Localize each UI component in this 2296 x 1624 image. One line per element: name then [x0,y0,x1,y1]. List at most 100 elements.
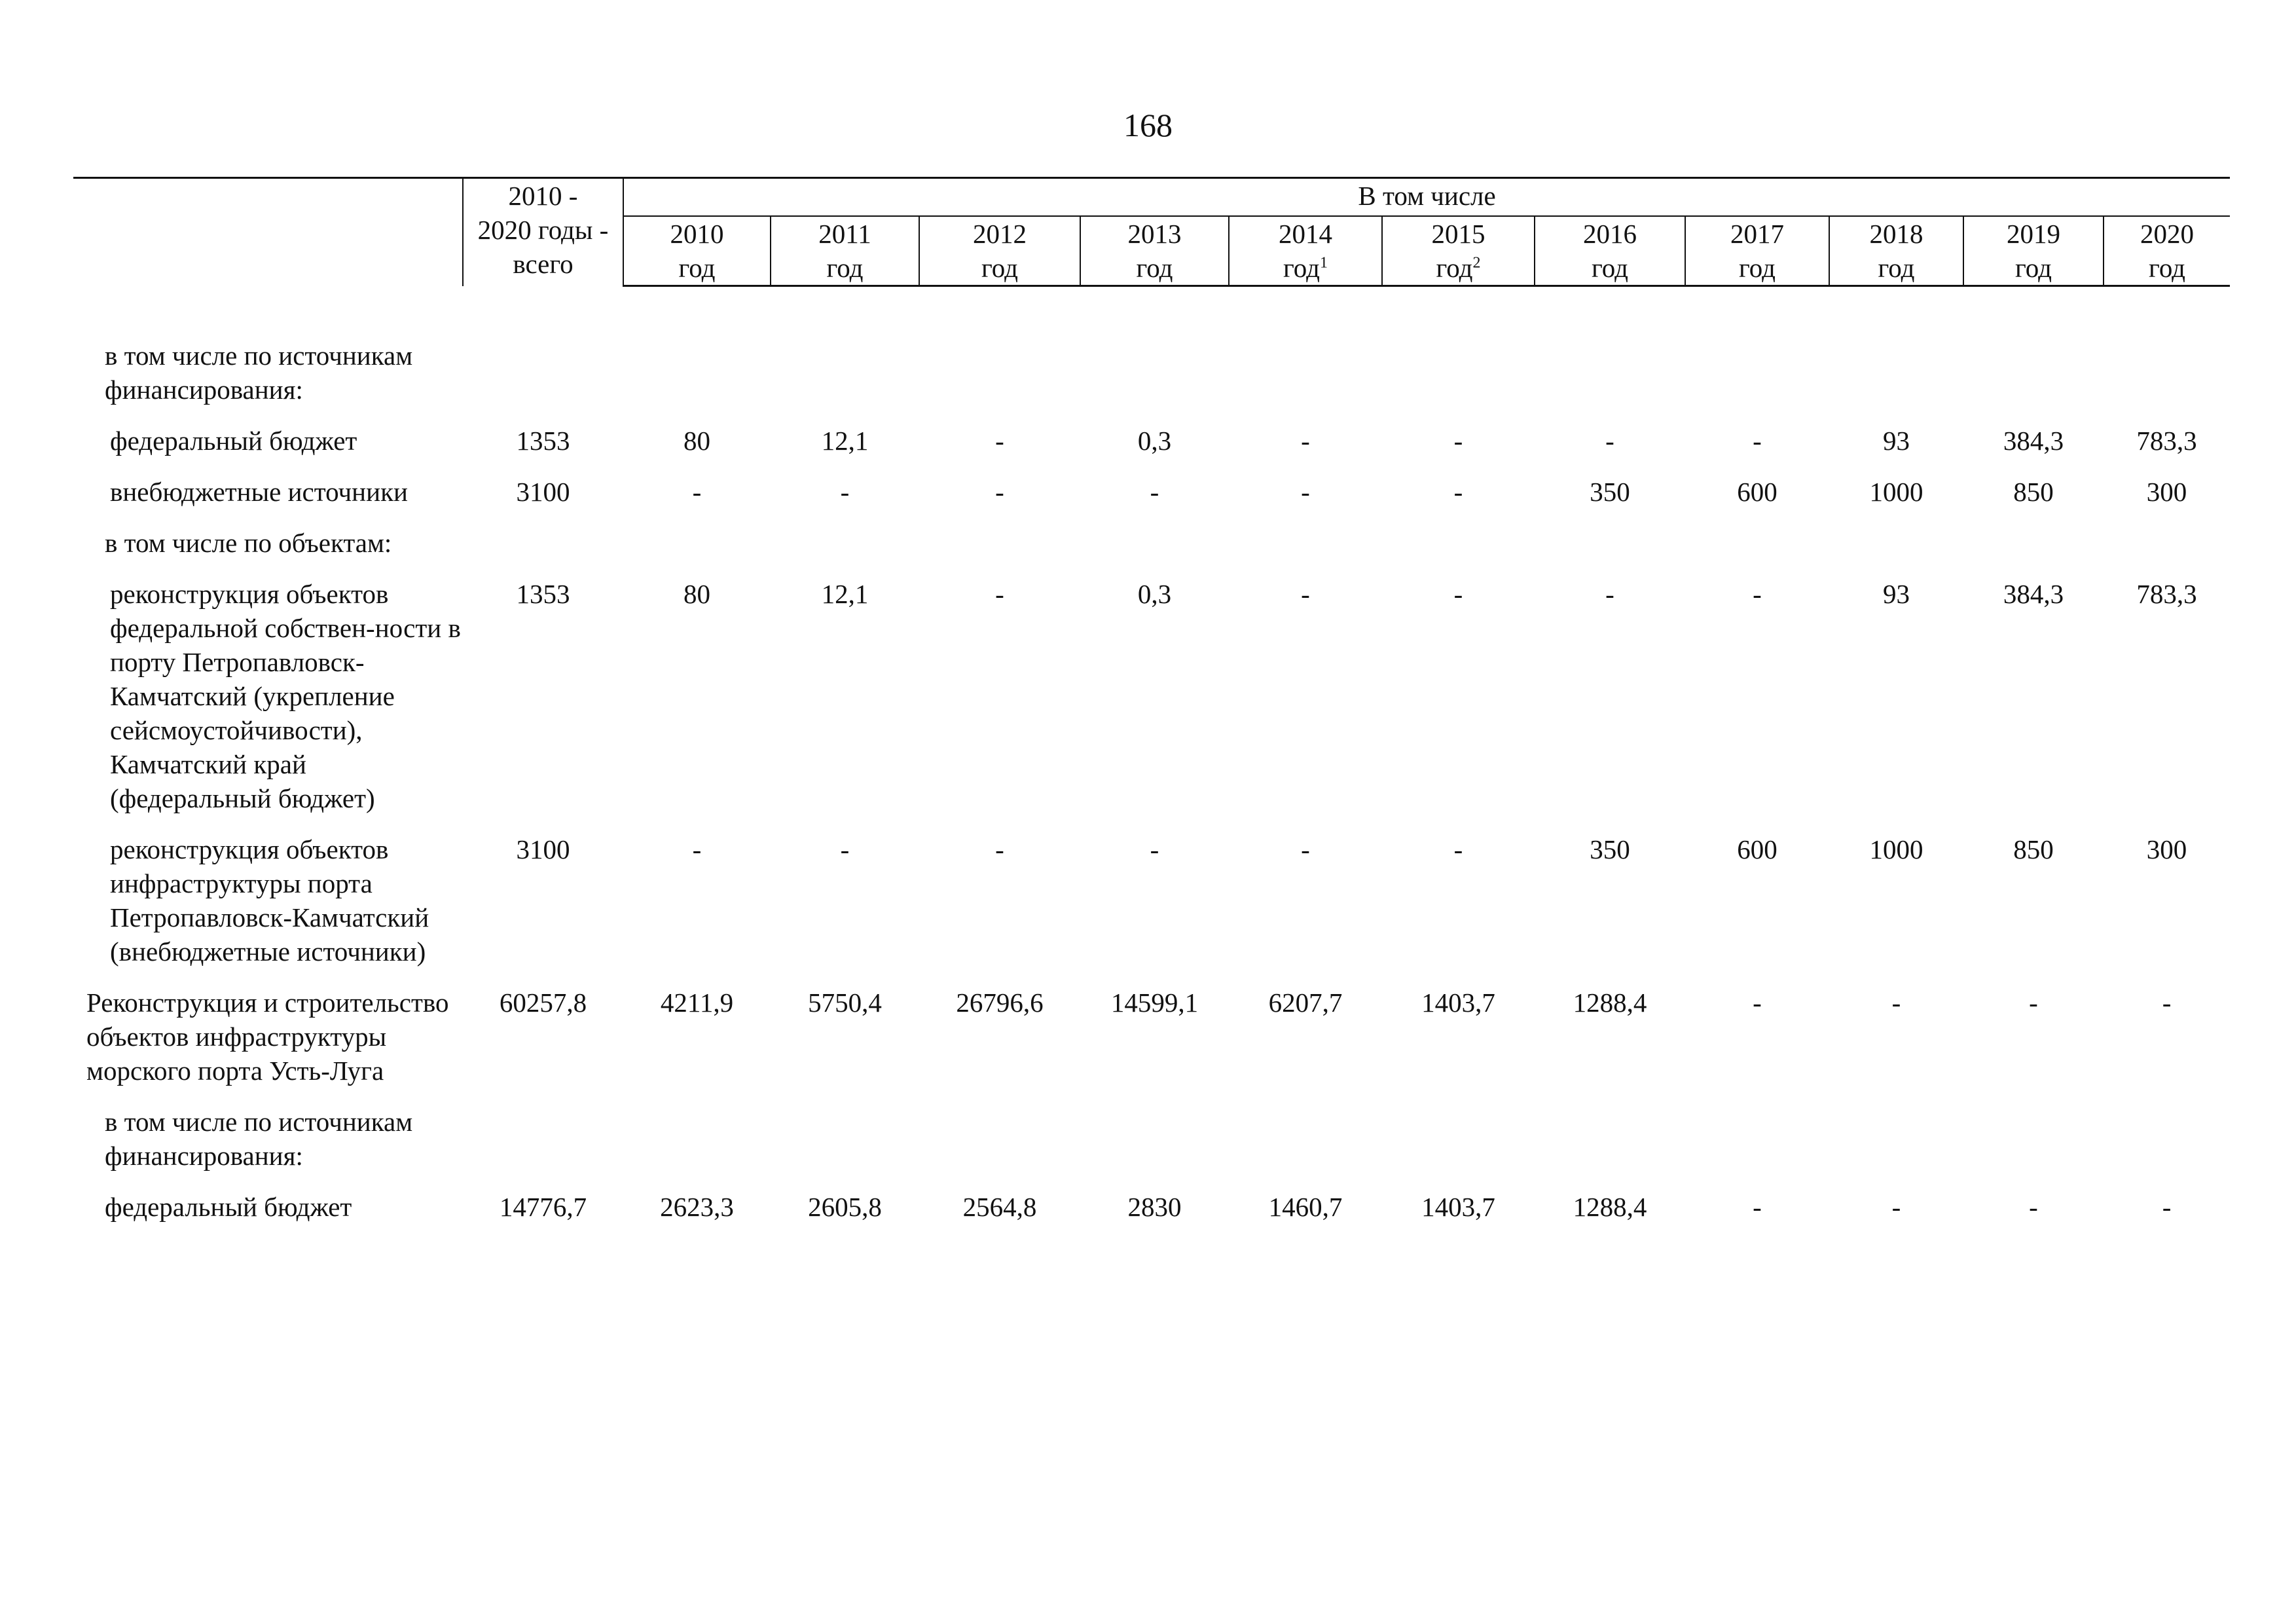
row-value-2014: 1460,7 [1268,1191,1343,1222]
row-value-2017: 600 [1737,834,1777,864]
row-value-2010 [623,526,771,577]
header-year-unit-text: год [1739,253,1776,283]
row-value-2012: - [995,476,1004,507]
row-value-2017 [1685,526,1829,577]
table-row: федеральный бюджет 1353 80 12,1 - 0,3 - - - - 93 38… [73,424,2230,475]
row-value-2012 [919,1105,1080,1190]
row-value-2014: - [1301,425,1310,456]
header-year-2: 2012 год [919,216,1080,287]
row-name: внебюджетные источники [110,476,408,507]
header-year-0: 2010 год [623,216,771,287]
row-value-2013: - [1150,476,1159,507]
row-value-2015 [1382,526,1535,577]
row-value-2017: - [1753,578,1762,609]
header-name-cell [73,177,463,286]
row-value-2013: - [1150,834,1159,864]
table-body: в том числе по источникам финансирования… [73,286,2230,1241]
header-year-label: 2016 [1583,219,1637,249]
header-year-unit-text: год [678,253,716,283]
table-row: федеральный бюджет 14776,7 2623,3 2605,8 256… [73,1190,2230,1241]
header-total-line2: 2020 годы - [477,215,609,245]
row-value-2013: 0,3 [1137,425,1172,456]
header-year-unit-text: год [1283,253,1320,283]
row-value-2016 [1535,1105,1685,1190]
header-year-10: 2020 год [2102,216,2231,287]
row-name: реконструкция объектов федеральной собст… [110,578,461,813]
row-total [463,526,623,577]
row-value-2011 [771,526,919,577]
row-value-2018: 93 [1883,425,1910,456]
row-value-2017 [1685,286,1829,424]
table-row: в том числе по источникам финансирования… [73,286,2230,424]
header-year-unit: год [1535,251,1685,285]
row-value-2016 [1535,286,1685,424]
row-value-2015: - [1453,425,1463,456]
row-value-2013: 0,3 [1137,578,1172,609]
row-name: в том числе по объектам: [105,527,392,558]
row-value-2016: 1288,4 [1573,987,1647,1018]
row-value-2018 [1829,286,1963,424]
row-value-2015: 1403,7 [1421,987,1495,1018]
row-value-2013: 14599,1 [1110,987,1199,1018]
row-value-2017: - [1753,425,1762,456]
header-year-8: 2018 год [1829,216,1963,287]
row-value-2019 [1963,286,2104,424]
row-name: Реконструкция и строительство объектов и… [86,987,449,1086]
header-year-label: 2010 [670,219,724,249]
row-value-2019 [1963,526,2104,577]
row-value-2016 [1535,526,1685,577]
row-value-2014 [1229,526,1382,577]
row-value-2020 [2104,1105,2230,1190]
row-value-2018 [1829,1105,1963,1190]
row-total [463,1105,623,1190]
header-year-unit: год [624,251,770,285]
row-value-2016: - [1605,425,1614,456]
row-value-2011 [771,286,919,424]
header-year-unit-text: год [2149,253,2186,283]
header-year-label: 2012 [973,219,1027,249]
header-year-unit: год [2104,251,2230,285]
row-value-2018 [1829,526,1963,577]
row-value-2012 [919,286,1080,424]
row-value-2014: - [1301,578,1310,609]
header-year-4: 2014 год1 [1228,216,1382,287]
row-value-2014: 6207,7 [1268,987,1343,1018]
row-value-2013 [1080,1105,1229,1190]
row-value-2020 [2104,286,2230,424]
row-total: 60257,8 [499,987,587,1018]
row-value-2014: - [1301,834,1310,864]
row-value-2016: 350 [1590,834,1630,864]
row-value-2010 [623,1105,771,1190]
header-year-unit-text: год [1136,253,1173,283]
table-row: в том числе по объектам: [73,526,2230,577]
table-row: в том числе по источникам финансирования… [73,1105,2230,1190]
row-total: 14776,7 [499,1191,587,1222]
row-value-2012 [919,526,1080,577]
header-year-unit-text: год [1592,253,1628,283]
row-total: 1353 [516,425,570,456]
header-year-unit: год [1081,251,1228,285]
page-number: 168 [1123,107,1173,143]
row-value-2014 [1229,286,1382,424]
row-total: 3100 [516,834,570,864]
header-year-unit-text: год [826,253,864,283]
header-year-label: 2019 [2007,219,2060,249]
row-value-2016: 350 [1590,476,1630,507]
row-value-2017 [1685,1105,1829,1190]
row-value-2016: 1288,4 [1573,1191,1647,1222]
header-year-9: 2019 год [1963,216,2104,287]
row-value-2011: 5750,4 [808,987,882,1018]
row-value-2015: - [1453,834,1463,864]
row-value-2010: 80 [683,425,710,456]
row-value-2019: 384,3 [2003,425,2064,456]
row-value-2013 [1080,526,1229,577]
row-value-2019: - [2029,1191,2038,1222]
row-value-2019: - [2029,987,2038,1018]
row-value-2011: - [840,834,850,864]
row-value-2011: - [840,476,850,507]
row-name: федеральный бюджет [110,425,357,456]
header-year-7: 2017 год [1685,216,1829,287]
row-value-2010: 80 [683,578,710,609]
row-value-2020: - [2162,1191,2172,1222]
row-value-2010: 2623,3 [660,1191,734,1222]
